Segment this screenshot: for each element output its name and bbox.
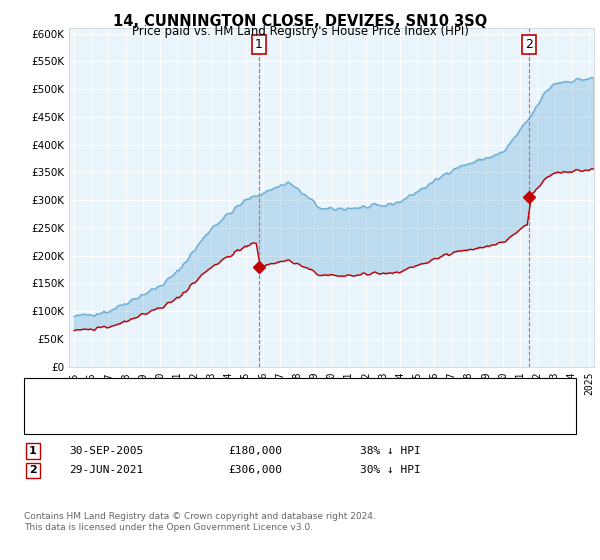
Text: 30% ↓ HPI: 30% ↓ HPI — [360, 465, 421, 475]
Text: 14, CUNNINGTON CLOSE, DEVIZES, SN10 3SQ (detached house): 14, CUNNINGTON CLOSE, DEVIZES, SN10 3SQ … — [75, 384, 426, 394]
Text: HPI: Average price, detached house, Wiltshire: HPI: Average price, detached house, Wilt… — [75, 398, 325, 408]
Text: 14, CUNNINGTON CLOSE, DEVIZES, SN10 3SQ: 14, CUNNINGTON CLOSE, DEVIZES, SN10 3SQ — [113, 14, 487, 29]
Text: £306,000: £306,000 — [228, 465, 282, 475]
Text: 1: 1 — [254, 38, 263, 51]
Text: 2: 2 — [525, 38, 533, 51]
Text: 38% ↓ HPI: 38% ↓ HPI — [360, 446, 421, 456]
Text: 2: 2 — [29, 465, 37, 475]
Text: 1: 1 — [29, 446, 37, 456]
Text: 30-SEP-2005: 30-SEP-2005 — [69, 446, 143, 456]
Text: ─────: ───── — [35, 396, 73, 410]
Text: ─────: ───── — [35, 382, 73, 396]
Text: 29-JUN-2021: 29-JUN-2021 — [69, 465, 143, 475]
Text: Contains HM Land Registry data © Crown copyright and database right 2024.
This d: Contains HM Land Registry data © Crown c… — [24, 512, 376, 532]
Text: £180,000: £180,000 — [228, 446, 282, 456]
Text: Price paid vs. HM Land Registry's House Price Index (HPI): Price paid vs. HM Land Registry's House … — [131, 25, 469, 38]
